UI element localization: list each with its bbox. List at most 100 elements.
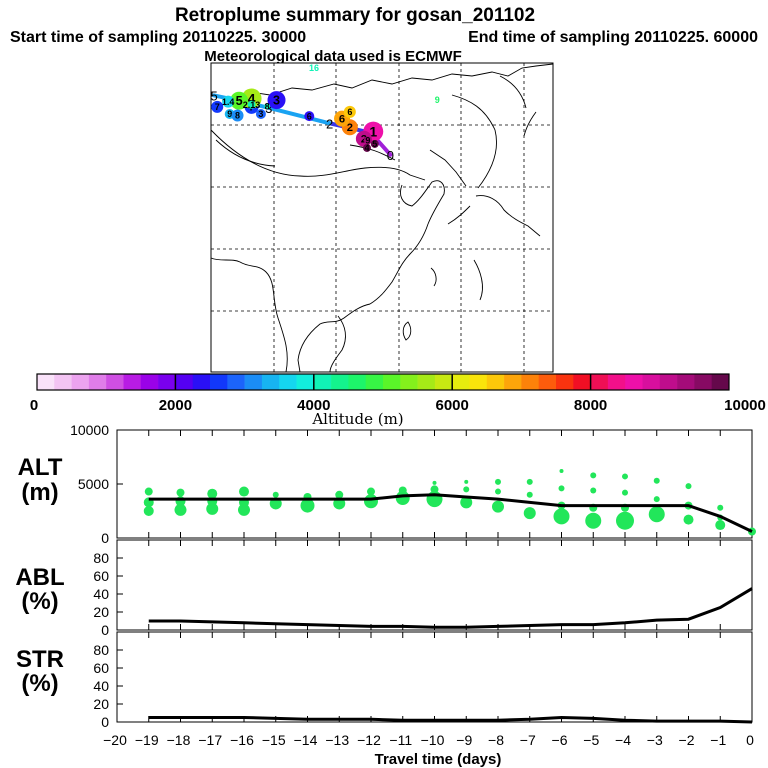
plume-cluster-marker — [370, 139, 379, 148]
plume-cluster-label: 8 — [235, 111, 240, 121]
spread-point — [585, 512, 602, 529]
colorbar-cell — [504, 374, 522, 390]
x-axis-ticklabels: −20 −19 −18 −17 −16 −15 −14 −13 −12 −11 −10 −9 −8 −7−… — [103, 732, 754, 748]
colorbar-tick-label: 10000 — [724, 397, 766, 414]
plume-cluster-label: 6 — [339, 114, 345, 126]
end-time-label: End time of sampling 20110225. 60000 — [468, 29, 758, 46]
x-tick-label: −10 — [421, 732, 445, 748]
plume-cluster-label: 1.4 — [222, 97, 235, 107]
y-tick-label: 40 — [93, 586, 109, 602]
x-tick-label: −20 — [103, 732, 127, 748]
y-tick-label: 60 — [93, 568, 109, 584]
x-axis-title: Travel time (days) — [375, 751, 502, 768]
spread-point — [523, 507, 536, 520]
spread-point — [464, 479, 469, 484]
map-frame — [210, 62, 554, 373]
plume-cluster-marker — [230, 91, 249, 110]
y-tick-label: 80 — [93, 550, 109, 566]
colorbar-cell — [434, 374, 453, 390]
start-time-label: Start time of sampling 20110225. 30000 — [10, 29, 306, 46]
plume-cluster-marker — [343, 105, 356, 118]
x-tick-label: −5 — [583, 732, 599, 748]
colorbar-tick-label: 0 — [30, 397, 38, 414]
colorbar-cell — [175, 374, 193, 390]
panel-frame — [116, 539, 753, 631]
colorbar-cell — [192, 374, 211, 390]
spread-point — [590, 472, 597, 479]
spread-point — [558, 485, 565, 492]
panel-ylabel-unit: (m) — [21, 479, 58, 506]
colorbar-tick-label: 2000 — [159, 397, 192, 414]
plume-cluster-marker — [231, 109, 244, 122]
colorbar-cell — [383, 374, 401, 390]
plume-cluster-label: 4 — [364, 143, 369, 153]
panel-ylabel: ALT — [18, 454, 63, 481]
plume-cluster-label: 3 — [258, 109, 263, 119]
spread-point — [239, 486, 249, 497]
y-tick-label: 0 — [101, 714, 109, 730]
plume-cluster-marker — [247, 100, 256, 109]
y-tick-label: 0 — [101, 530, 109, 546]
plume-cluster-label: 2 — [361, 134, 367, 146]
y-tick-label: 40 — [93, 678, 109, 694]
x-tick-label: −2 — [679, 732, 695, 748]
series-line-str — [148, 715, 753, 724]
spread-point — [143, 506, 154, 516]
track-day-label: 2 — [326, 116, 333, 131]
x-tick-label: −6 — [552, 732, 568, 748]
spread-point — [622, 489, 628, 496]
track-segment — [266, 105, 332, 126]
colorbar-cell — [88, 374, 107, 390]
colorbar-cell — [486, 374, 505, 390]
track-day-label: 5 — [211, 88, 218, 103]
spread-point — [553, 508, 570, 525]
time-series-panels: 0500010000ALT(m)020406080ABL(%)020406080… — [15, 422, 756, 748]
spread-point — [238, 503, 250, 516]
series-line-abl — [148, 587, 753, 629]
plume-cluster-label: 2.13 — [243, 100, 261, 110]
colorbar-cell — [71, 374, 90, 390]
spread-point — [206, 502, 219, 515]
plume-cluster-marker — [363, 136, 372, 145]
colorbar-cell — [244, 374, 263, 390]
plume-cluster-label: 6 — [307, 111, 312, 121]
panel-ylabel: STR — [16, 646, 64, 673]
x-tick-label: 0 — [746, 732, 754, 748]
x-tick-label: −14 — [294, 732, 318, 748]
colorbar-cell — [210, 374, 228, 390]
spread-point — [495, 478, 501, 485]
x-tick-label: −11 — [389, 732, 412, 748]
spread-point — [335, 490, 344, 499]
spread-point — [367, 487, 375, 496]
spread-point — [685, 483, 692, 490]
colorbar-tick-label: 6000 — [436, 397, 469, 414]
plume-cluster-label: 1 — [369, 123, 377, 139]
y-tick-label: 5000 — [78, 476, 109, 492]
plume-cluster-label: 7 — [215, 102, 220, 112]
track-day-label: 0 — [387, 148, 394, 163]
colorbar-cell — [37, 374, 55, 390]
colorbar-cell — [590, 374, 609, 390]
colorbar-cell — [694, 374, 712, 390]
spread-point — [432, 480, 437, 485]
x-tick-label: −1 — [710, 732, 726, 748]
spread-point — [622, 473, 628, 480]
map-gridlines — [211, 63, 553, 372]
spread-point — [460, 496, 473, 509]
colorbar-cell — [158, 374, 176, 390]
plume-cluster-label: 5 — [236, 94, 243, 108]
colorbar-cell — [331, 374, 349, 390]
x-tick-label: −17 — [198, 732, 222, 748]
spread-point — [398, 486, 407, 495]
spread-point — [653, 496, 660, 503]
colorbar-cell — [227, 374, 245, 390]
plume-cluster-label: 9 — [365, 135, 370, 145]
plume-cluster-marker — [363, 143, 371, 152]
x-tick-label: −13 — [325, 732, 349, 748]
plume-cluster-label: 9 — [227, 109, 232, 119]
spread-point — [526, 478, 533, 485]
panel-frame — [116, 631, 753, 723]
y-tick-label: 20 — [93, 604, 109, 620]
colorbar-cell — [140, 374, 159, 390]
plume-cluster-marker — [304, 111, 315, 122]
